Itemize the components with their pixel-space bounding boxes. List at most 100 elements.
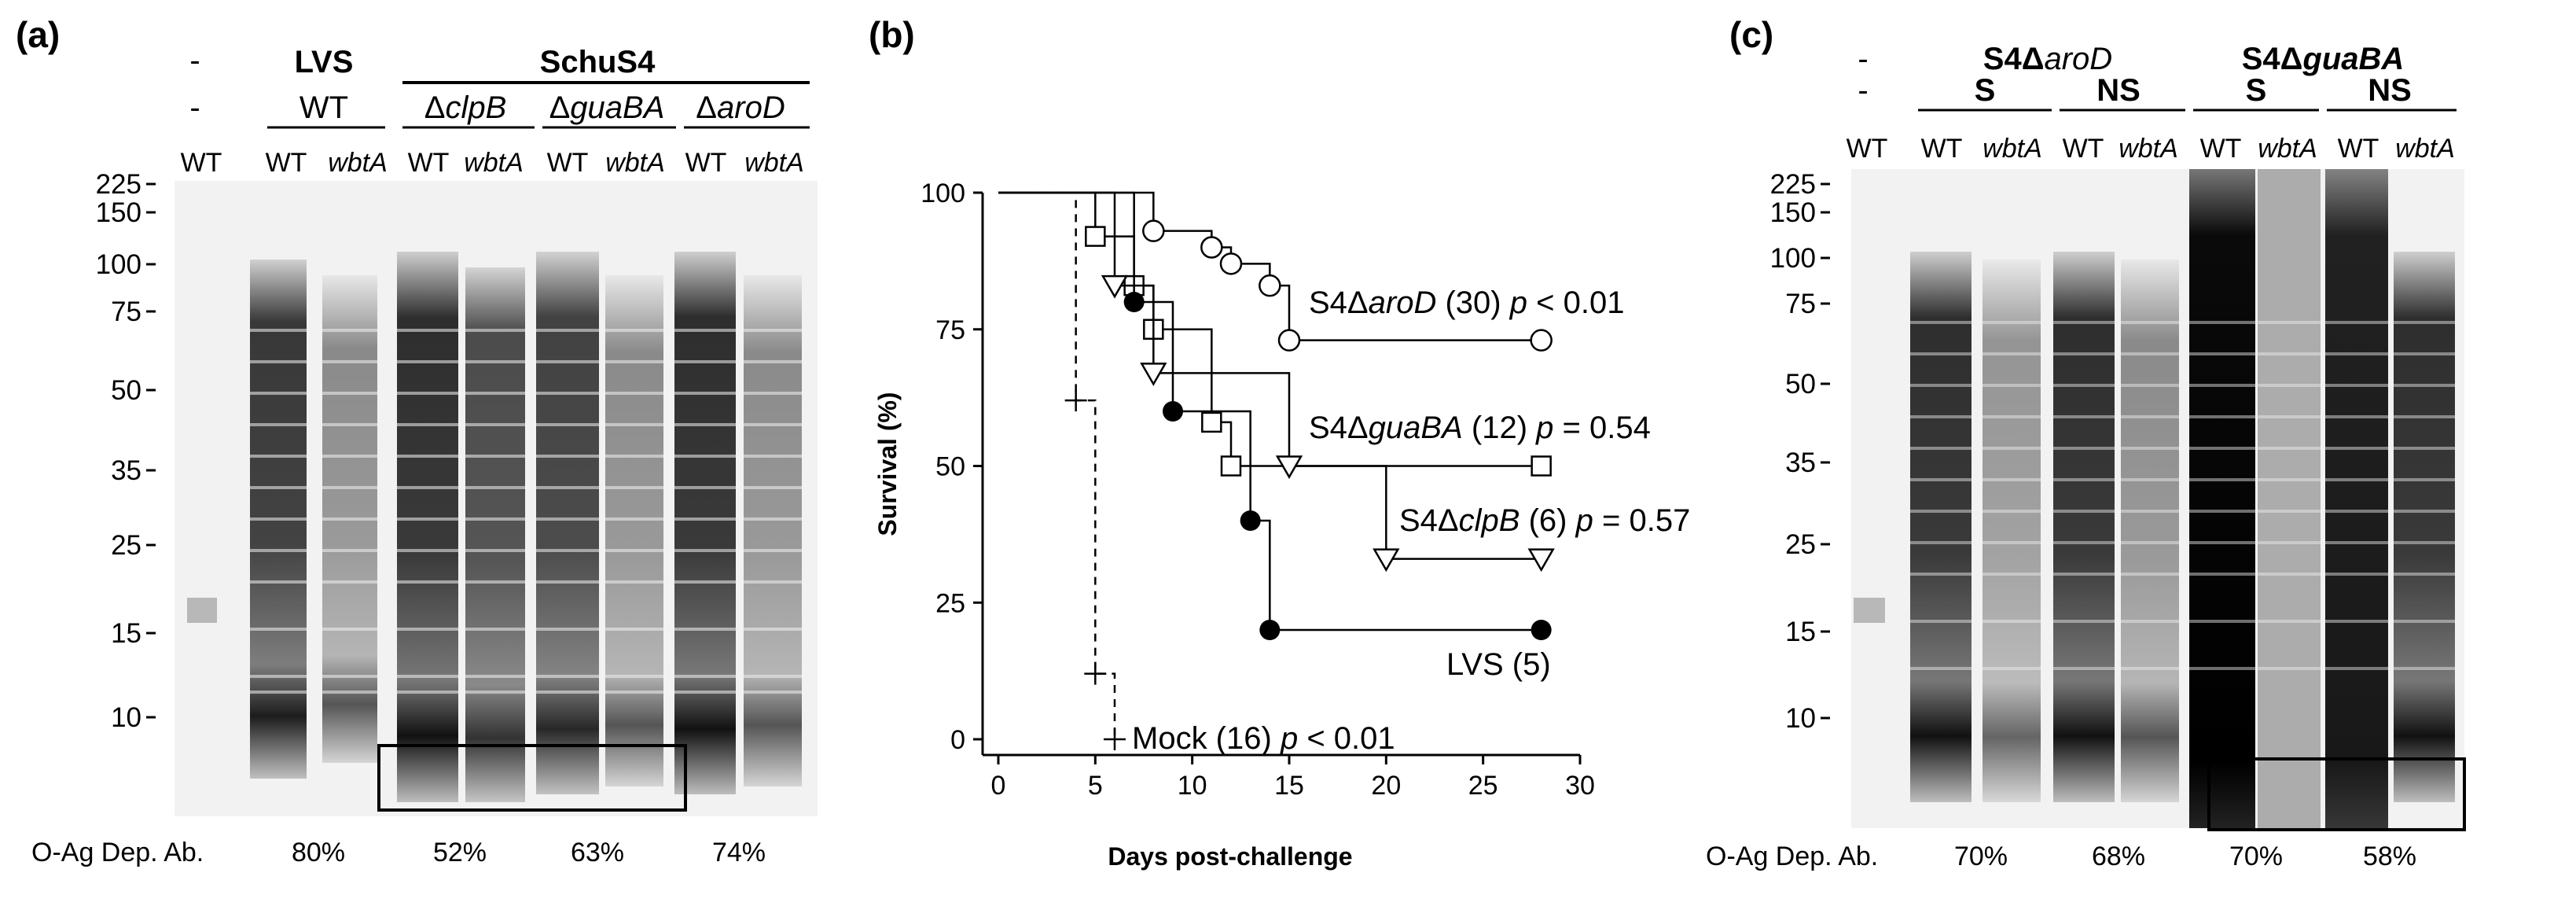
percentage: 80% <box>292 838 345 867</box>
lane-label: WT <box>547 148 589 178</box>
panel-a: (a) - - LVS WT SchuS4 ΔclpB ΔguaBA ΔaroD… <box>16 14 818 867</box>
series-label-lvs: LVS (5) <box>1446 647 1551 682</box>
percentage: 52% <box>433 838 487 867</box>
panel-c: (c) - - S4ΔaroD S4ΔguaBA S NS S NS WT WT… <box>1706 14 2466 871</box>
data-point <box>1200 236 1223 259</box>
data-point <box>1277 329 1301 352</box>
mw-marker: 75 <box>1785 289 1816 319</box>
blot-lane <box>2394 252 2455 802</box>
x-tick-label: 25 <box>1468 771 1498 801</box>
subgroup-label: NS <box>2368 73 2412 108</box>
lane-label: WT <box>181 148 222 178</box>
series-label-mock: Mock (16) p < 0.01 <box>1132 721 1395 756</box>
data-point <box>1140 363 1167 386</box>
mw-marker: 15 <box>1785 617 1816 647</box>
mw-marker: 100 <box>1770 243 1816 274</box>
blot-lane <box>1983 260 2041 802</box>
data-point <box>1240 510 1261 531</box>
blot-lane <box>187 598 217 623</box>
mw-marker: 35 <box>111 455 141 486</box>
mw-marker: 50 <box>111 375 141 406</box>
mw-marker: 150 <box>1770 197 1816 228</box>
data-point <box>1220 455 1242 477</box>
highlight-box <box>2207 757 2466 831</box>
footer-label: O-Ag Dep. Ab. <box>31 838 204 867</box>
band-stripes <box>250 329 802 694</box>
strain-label-clpb: ΔclpB <box>424 90 507 125</box>
dash-label: - <box>189 43 200 78</box>
panel-a-letter: (a) <box>16 14 60 55</box>
lane-label: WT <box>1847 134 1888 164</box>
data-point <box>1142 219 1165 242</box>
data-point <box>1527 548 1555 573</box>
data-point <box>1123 292 1145 312</box>
lane-label: WT <box>2063 134 2104 164</box>
y-tick-label: 0 <box>950 725 965 755</box>
lane-label: wbtA <box>2118 134 2178 164</box>
mw-marker: 225 <box>1770 169 1816 200</box>
mw-marker: 25 <box>1785 529 1816 560</box>
lane-label: WT <box>408 148 450 178</box>
lvs-wt-label: WT <box>299 90 348 125</box>
series-line-lvs <box>998 191 1542 632</box>
lane-label: wbtA <box>328 148 388 178</box>
x-tick-label: 5 <box>1088 771 1103 801</box>
survival-chart: 0 5 10 15 20 25 30 0 25 50 75 100 <box>921 179 1595 801</box>
data-point <box>1219 252 1243 275</box>
strain-label-arod: ΔaroD <box>696 90 785 125</box>
data-point <box>1101 274 1129 299</box>
data-point <box>1064 389 1087 412</box>
x-axis-label: Days post-challenge <box>1108 842 1352 871</box>
lane-label: wbtA <box>1983 134 2042 164</box>
blot-lane <box>1854 598 1885 623</box>
dash-label: - <box>1858 73 1868 108</box>
lane-label: WT <box>2200 134 2242 164</box>
subgroup-label: S <box>1975 73 1996 108</box>
data-point <box>1259 620 1281 640</box>
mw-marker: 225 <box>96 169 141 200</box>
lane-label: WT <box>266 148 307 178</box>
footer-label: O-Ag Dep. Ab. <box>1706 842 1878 871</box>
dash-label: - <box>189 90 200 125</box>
mw-marker: 10 <box>111 702 141 733</box>
percentage: 68% <box>2092 842 2145 871</box>
data-point <box>1084 662 1107 685</box>
percentage: 70% <box>1954 842 2008 871</box>
data-point <box>1531 455 1552 477</box>
x-tick-label: 30 <box>1565 771 1595 801</box>
blot-lane <box>2121 260 2179 802</box>
blot-lane <box>2325 169 2388 828</box>
lane-label: wbtA <box>744 148 804 178</box>
data-point <box>1201 411 1222 433</box>
y-axis-label: Survival (%) <box>873 392 902 536</box>
y-tick-label: 25 <box>935 588 965 618</box>
blot-lane <box>536 252 599 794</box>
mw-marker: 100 <box>96 249 141 280</box>
series-label-clpb: S4ΔclpB (6) p = 0.57 <box>1399 503 1690 538</box>
lane-label: wbtA <box>2258 134 2317 164</box>
blot-lane <box>2189 169 2255 828</box>
y-tick-label: 50 <box>935 452 965 482</box>
percentage: 74% <box>712 838 766 867</box>
lane-label: wbtA <box>605 148 665 178</box>
data-point <box>1530 329 1553 352</box>
mw-ticks <box>146 182 156 719</box>
y-tick-label: 75 <box>935 315 965 345</box>
data-point <box>1163 401 1183 422</box>
mw-ticks <box>1821 182 1830 720</box>
mw-marker: 150 <box>96 197 141 228</box>
blot-lane <box>2053 252 2115 802</box>
series-label-guaba: S4ΔguaBA (12) p = 0.54 <box>1309 411 1651 445</box>
mw-marker: 50 <box>1785 369 1816 400</box>
lvs-label: LVS <box>295 45 354 79</box>
blot-lane <box>397 252 458 802</box>
mw-marker: 15 <box>111 618 141 649</box>
highlight-box <box>377 744 687 812</box>
y-tick-label: 100 <box>921 179 965 208</box>
mw-marker: 75 <box>111 296 141 327</box>
mw-marker: 35 <box>1785 447 1816 478</box>
strain-label-guaba: ΔguaBA <box>549 90 665 125</box>
band-stripes <box>1910 321 2455 670</box>
dash-label: - <box>1858 42 1868 76</box>
data-point <box>1259 274 1281 297</box>
